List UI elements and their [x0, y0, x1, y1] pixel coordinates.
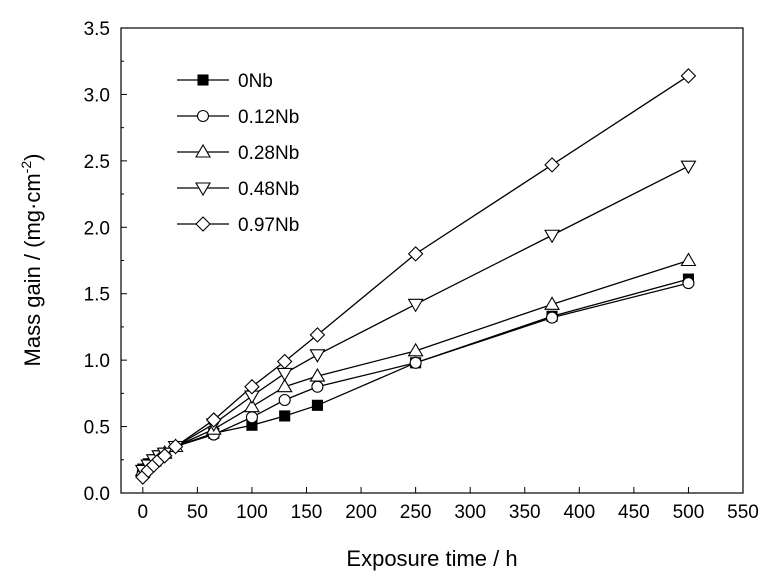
data-point-0 [311, 399, 323, 411]
data-point-3 [544, 229, 560, 244]
data-point-4 [167, 438, 184, 455]
x-tick-label: 300 [454, 502, 486, 523]
data-point-1 [545, 311, 559, 324]
data-point-2 [407, 342, 424, 357]
legend: 0Nb 0.12Nb 0.28Nb 0.48Nb 0.97Nb [177, 71, 299, 236]
data-point-4 [544, 157, 560, 173]
x-tick-label: 50 [187, 502, 208, 523]
data-point-1 [245, 411, 258, 424]
x-tick-label: 400 [563, 502, 595, 523]
data-point-4 [244, 378, 260, 395]
series-markers [134, 68, 697, 485]
x-tick-label: 550 [727, 502, 759, 523]
y-axis: 0.0 0.5 1.0 1.5 2.0 2.5 3.0 3.5 [84, 19, 127, 505]
data-point-0 [279, 410, 291, 422]
data-point-1 [278, 393, 291, 407]
series-lines [142, 75, 689, 478]
data-point-4 [407, 246, 424, 262]
y-tick-label: 3.0 [84, 85, 110, 106]
series-line-4 [142, 75, 689, 478]
legend-label: 0.12Nb [238, 107, 299, 128]
x-axis: 0 50 100 150 200 250 300 350 400 450 500 550 [138, 487, 759, 523]
data-point-4 [309, 327, 326, 343]
legend-marker [196, 109, 210, 123]
y-tick-label: 2.0 [84, 218, 110, 239]
x-tick-label: 100 [236, 502, 268, 523]
legend-marker [195, 216, 211, 232]
legend-label: 0.97Nb [238, 215, 299, 236]
legend-marker [195, 182, 211, 197]
y-axis-title-superscript: -2 [18, 161, 34, 174]
legend-label: 0.48Nb [238, 179, 299, 200]
x-tick-label: 350 [509, 502, 541, 523]
data-point-2 [680, 252, 697, 267]
x-tick-label: 450 [618, 502, 650, 523]
data-point-1 [409, 356, 422, 369]
y-tick-label: 1.5 [84, 285, 110, 306]
x-tick-label: 250 [400, 502, 432, 523]
data-point-3 [680, 160, 697, 175]
x-tick-label: 0 [138, 502, 149, 523]
legend-marker [195, 143, 211, 158]
legend-label: 0Nb [238, 71, 273, 92]
data-point-2 [276, 378, 293, 393]
x-tick-label: 500 [673, 502, 705, 523]
data-point-4 [276, 353, 293, 370]
data-point-2 [243, 398, 260, 413]
y-tick-label: 3.5 [84, 19, 110, 40]
data-point-3 [276, 367, 293, 382]
legend-label: 0.28Nb [238, 143, 299, 164]
x-axis-title: Exposure time / h [346, 546, 517, 571]
data-point-1 [311, 380, 324, 393]
data-point-2 [544, 296, 560, 310]
data-point-1 [682, 277, 695, 290]
data-point-4 [205, 412, 222, 428]
y-tick-label: 0.0 [84, 484, 110, 505]
data-point-4 [156, 448, 173, 464]
series-line-3 [142, 165, 689, 471]
x-tick-label: 150 [291, 502, 323, 523]
y-tick-label: 0.5 [84, 418, 110, 439]
y-axis-title: Mass gain / (mg·cm-2) [18, 154, 45, 367]
x-tick-label: 200 [345, 502, 377, 523]
y-axis-title-main: Mass gain / (mg·cm [20, 173, 45, 366]
data-point-3 [407, 298, 424, 313]
y-tick-label: 1.0 [84, 351, 110, 372]
data-point-3 [309, 349, 326, 363]
data-point-2 [309, 367, 326, 382]
legend-marker [197, 74, 209, 86]
y-axis-title-close: ) [20, 154, 45, 161]
y-tick-label: 2.5 [84, 152, 110, 173]
data-point-4 [680, 68, 697, 84]
